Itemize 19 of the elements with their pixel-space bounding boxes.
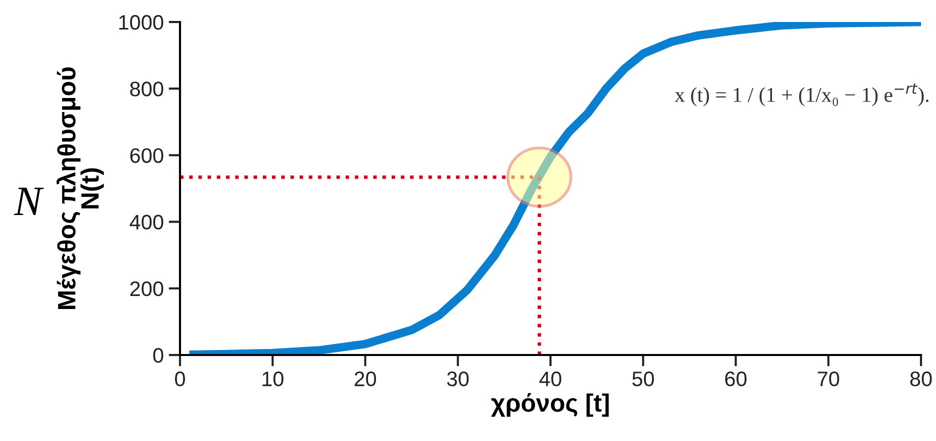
y-tick-label: 800 [130, 82, 164, 96]
y-tick-label: 400 [130, 214, 164, 230]
y-tick-label: 1000 [119, 15, 164, 30]
x-tick-label: 40 [539, 372, 562, 386]
text: N [14, 188, 44, 216]
x-tick-label: 0 [175, 372, 185, 386]
x-tick-label: 20 [354, 372, 376, 386]
x-tick-label: 70 [818, 372, 840, 386]
y-axis-title: Μέγεθος πληθυσμού N(t) [56, 67, 104, 309]
annotation: x (t) = 1 / (1 + (1/x₀ − 1) e$^{−rt}$). [674, 84, 928, 106]
x-tick-label: 30 [447, 372, 469, 386]
x-tick-label: 50 [632, 372, 654, 386]
y-tick-label: 600 [130, 148, 164, 163]
x-tick-label: 80 [910, 372, 932, 386]
y-tick-label: 0 [153, 348, 164, 363]
y-tick-label: 200 [130, 281, 164, 296]
x-axis-title: χρόνος [t] [491, 393, 609, 417]
x-tick-label: 60 [725, 372, 747, 386]
x-tick-label: 10 [262, 372, 284, 386]
